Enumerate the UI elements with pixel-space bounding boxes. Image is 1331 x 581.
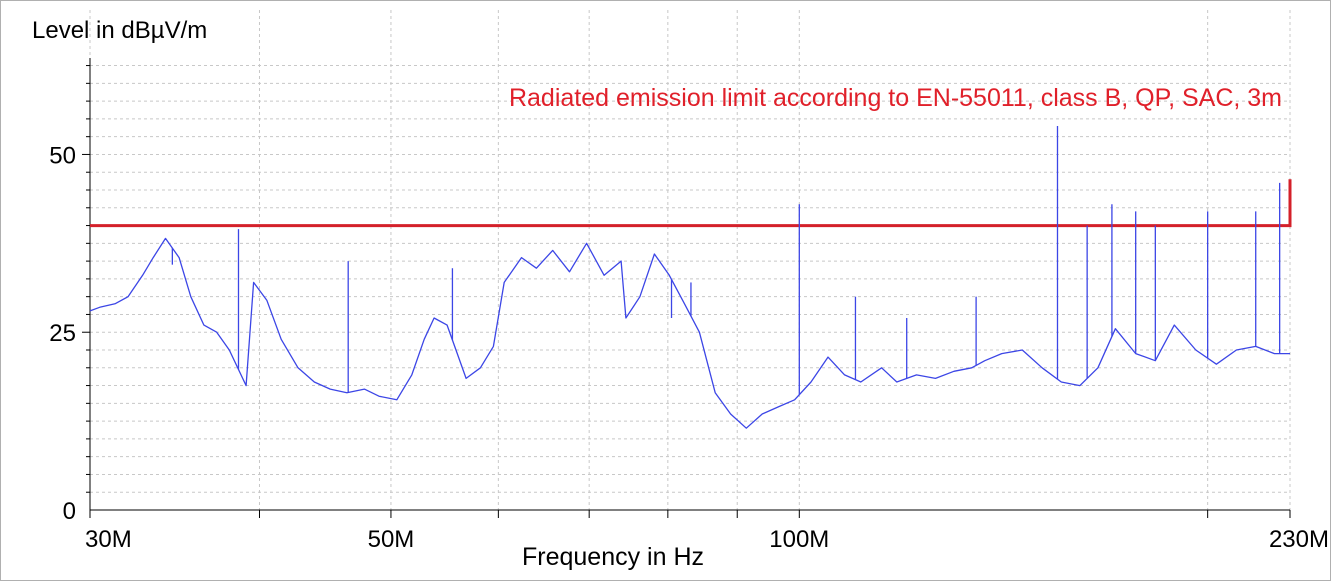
y-tick-label: 0 bbox=[63, 498, 76, 525]
x-axis-label: Frequency in Hz bbox=[522, 543, 704, 571]
grid bbox=[89, 10, 1291, 510]
trace-group bbox=[89, 126, 1290, 429]
limit-annotation: Radiated emission limit according to EN-… bbox=[509, 84, 1282, 112]
x-tick-label: 30M bbox=[85, 526, 132, 553]
axes bbox=[82, 58, 1291, 518]
y-tick-label: 25 bbox=[49, 320, 76, 347]
y-axis-label: Level in dBµV/m bbox=[32, 17, 207, 44]
x-tick-label: 50M bbox=[368, 526, 415, 553]
limit-line bbox=[90, 179, 1292, 228]
x-tick-label: 230M bbox=[1269, 526, 1329, 553]
x-tick-label: 100M bbox=[769, 526, 829, 553]
x-tick-labels: 30M 50M 100M 230M bbox=[85, 526, 1329, 553]
measurement-trace bbox=[89, 237, 1290, 429]
y-tick-label: 50 bbox=[49, 142, 76, 169]
y-tick-labels: 0 25 50 bbox=[49, 142, 76, 525]
limit-line-group bbox=[90, 179, 1292, 228]
